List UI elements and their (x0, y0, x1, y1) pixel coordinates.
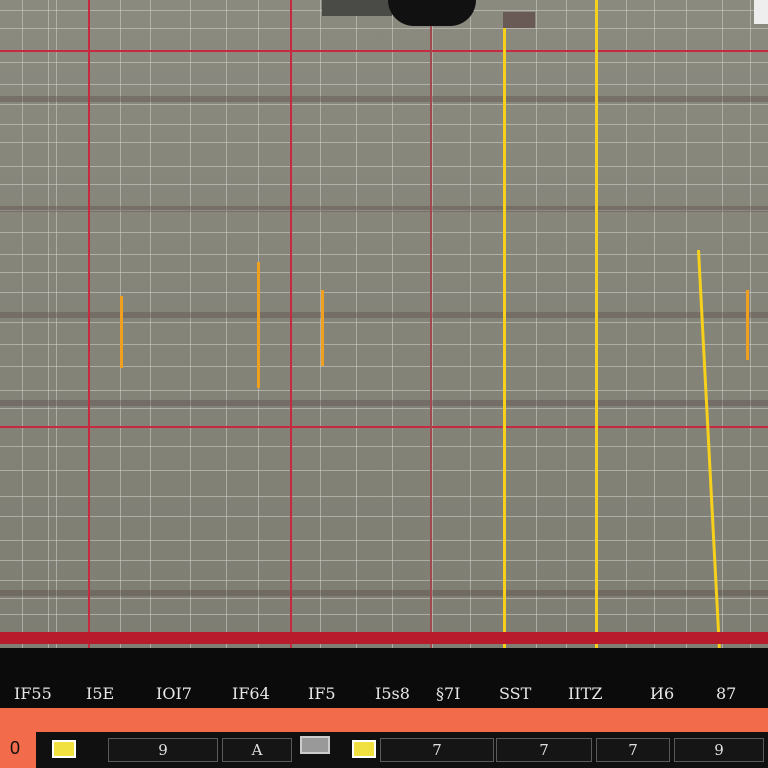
transport-slots: 9 A 7 7 7 9 (36, 732, 768, 768)
grid-line (0, 84, 768, 85)
grid-line (0, 344, 768, 345)
color-swatch[interactable] (300, 736, 330, 754)
slot-label: 7 (432, 741, 442, 759)
grid-line (0, 598, 768, 599)
bar-line (0, 426, 768, 428)
corner-button[interactable] (754, 0, 768, 24)
transport-slot[interactable]: A (222, 738, 292, 762)
grid-band (0, 312, 768, 318)
grid-line (0, 540, 768, 541)
playhead-line[interactable] (503, 24, 506, 652)
transport-slot[interactable]: 7 (380, 738, 494, 762)
ruler-label: 87 (716, 684, 737, 703)
grid-line (0, 446, 768, 447)
grid-line (0, 366, 768, 367)
note-marker[interactable] (120, 296, 123, 368)
transport-counter: 0 (10, 738, 21, 758)
grid-band (0, 96, 768, 102)
slot-label: 9 (158, 741, 168, 759)
ruler-label: §7I (436, 684, 461, 703)
slot-label: 7 (539, 741, 549, 759)
ruler-label: IF55 (14, 684, 52, 703)
grid-line (0, 322, 768, 323)
grid-line (0, 560, 768, 561)
grid-line (0, 580, 768, 581)
ruler-label: I5E (86, 684, 115, 703)
grid-line (0, 390, 768, 391)
transport-slot[interactable]: 9 (108, 738, 218, 762)
grid-line (0, 104, 768, 105)
grid-line (0, 292, 768, 293)
grid-line (0, 408, 768, 409)
grid-line (0, 254, 768, 255)
transport-slot[interactable]: 9 (674, 738, 764, 762)
grid-line (0, 62, 768, 63)
slot-label: A (251, 741, 263, 759)
slot-label: 9 (714, 741, 724, 759)
bar-line (0, 50, 768, 52)
knob-icon[interactable] (388, 0, 476, 26)
playhead-handle[interactable] (503, 12, 535, 28)
grid-band (0, 590, 768, 596)
note-marker[interactable] (321, 290, 324, 366)
grid-bottom-border (0, 632, 768, 644)
grid-line (0, 470, 768, 471)
transport-slot[interactable]: 7 (496, 738, 592, 762)
grid-line (0, 272, 768, 273)
transport-slot[interactable]: 7 (596, 738, 670, 762)
grid-line (0, 614, 768, 615)
grid-line (0, 516, 768, 517)
grid-line (0, 142, 768, 143)
grid-line (0, 232, 768, 233)
timeline-ruler[interactable]: IF55 I5E IOI7 IF64 IF5 I5s8 §7I SST IITZ… (0, 648, 768, 708)
slot-label: 7 (628, 741, 638, 759)
ruler-label: SST (499, 684, 532, 703)
ruler-label: IF64 (232, 684, 270, 703)
grid-band (0, 400, 768, 406)
grid-line (0, 166, 768, 167)
top-toolbar-piece (322, 0, 392, 16)
ruler-label: IF5 (308, 684, 336, 703)
ruler-label: И6 (650, 684, 675, 703)
grid-line (0, 28, 768, 29)
ruler-label: I5s8 (375, 684, 410, 703)
grid-line (0, 184, 768, 185)
ruler-label: IOI7 (156, 684, 192, 703)
grid-line (0, 124, 768, 125)
ruler-label: IITZ (568, 684, 603, 703)
transport-bar: 0 9 A 7 7 7 9 (0, 708, 768, 768)
grid-band (0, 206, 768, 212)
color-swatch[interactable] (352, 740, 376, 758)
grid-line (0, 496, 768, 497)
note-marker[interactable] (257, 262, 260, 388)
color-swatch[interactable] (52, 740, 76, 758)
note-marker[interactable] (746, 290, 749, 360)
